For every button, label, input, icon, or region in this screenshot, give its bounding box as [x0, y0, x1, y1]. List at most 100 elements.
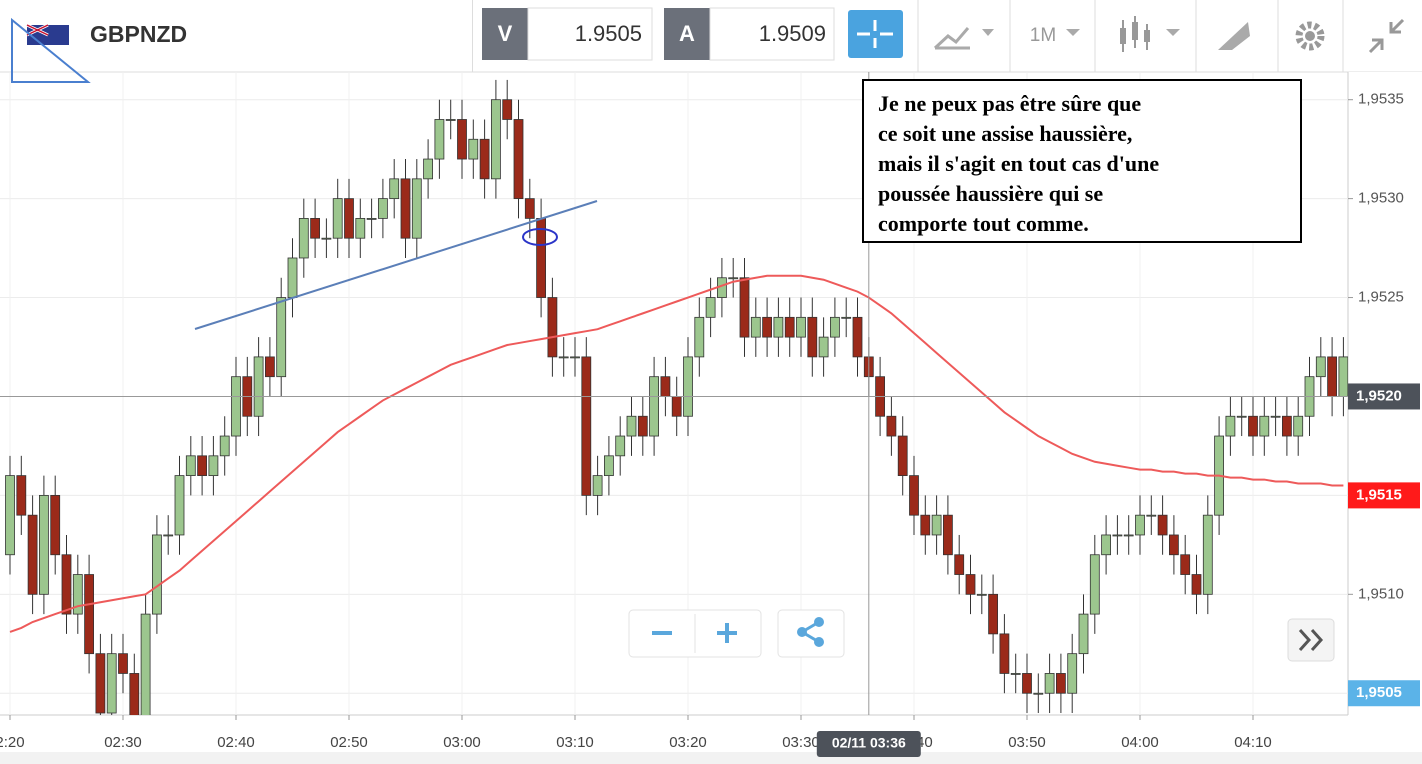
candle-body	[931, 514, 942, 536]
candle-body	[1123, 534, 1134, 537]
candle-body	[705, 297, 716, 318]
candle-body	[762, 316, 772, 338]
candle-body	[897, 435, 908, 477]
separators	[917, 0, 1344, 72]
candle-body	[1033, 692, 1044, 695]
indicator-icon[interactable]	[933, 27, 970, 50]
candle-body	[61, 554, 72, 615]
candle-body	[27, 514, 38, 595]
fullscreen-icon[interactable]	[1368, 18, 1405, 54]
candle-body	[219, 435, 230, 457]
candle-body	[1112, 534, 1123, 537]
overlay: 1,9505 1,9510 1,9515 1,9520 1,9525 1,9530 1,95…	[0, 72, 1420, 757]
candle-body	[807, 316, 818, 358]
candle-body	[570, 356, 580, 359]
candle-body	[558, 356, 569, 359]
crosshair-price-box	[1348, 383, 1420, 410]
price-tag-box	[1348, 482, 1420, 509]
share-box	[777, 609, 845, 658]
candle-body	[1248, 415, 1258, 437]
candle-body	[16, 475, 27, 516]
candle-body	[264, 356, 275, 378]
candle-body	[208, 455, 219, 477]
price-tag-label: 1,9515	[1356, 486, 1402, 503]
settings-icon[interactable]	[1295, 21, 1325, 51]
candle-body	[965, 574, 976, 595]
candle-body	[151, 534, 162, 615]
annotation-line: poussée haussière qui se	[878, 181, 1104, 206]
candle-body	[852, 316, 863, 358]
candle-body	[423, 158, 434, 180]
candle-body	[276, 297, 287, 378]
candle-body	[728, 277, 739, 280]
candle-body	[954, 554, 965, 575]
y-tick-label: 1,9535	[1358, 91, 1404, 108]
candle-body	[163, 534, 174, 537]
bid-button[interactable]	[482, 8, 528, 60]
candle-body	[129, 673, 140, 715]
zoom-in[interactable]	[717, 623, 737, 643]
x-tick-label: 03:30	[782, 734, 820, 751]
scroll-right[interactable]	[1298, 628, 1324, 652]
candle-body	[694, 316, 705, 358]
dropdown-arrow	[1066, 29, 1080, 36]
candle-body	[886, 415, 897, 437]
draw-icon[interactable]	[1218, 22, 1250, 50]
ask-label: A	[679, 21, 695, 46]
candle-body	[604, 455, 614, 477]
candle-body	[1327, 356, 1337, 397]
candle-body	[1078, 613, 1089, 655]
ask-button[interactable]	[664, 8, 710, 60]
flag-icon	[26, 23, 69, 45]
candle-body	[1236, 415, 1247, 418]
price-tag-label: 1,9505	[1356, 684, 1402, 701]
annotation-line: mais il s'agit en tout cas d'une	[878, 151, 1160, 176]
x-tick-label: 03:10	[556, 734, 594, 751]
candle-body	[513, 119, 524, 200]
candle-body	[999, 633, 1010, 674]
candle-body	[366, 218, 377, 220]
ask-price: 1.9509	[759, 21, 826, 46]
annotation: Je ne peux pas être sûre que ce soit une…	[862, 79, 1302, 243]
candle-body	[457, 119, 467, 160]
candle-body	[1067, 653, 1078, 694]
candle-body	[434, 119, 445, 160]
candle-body	[1169, 534, 1179, 556]
candle-body	[660, 376, 671, 397]
x-tick-label: 03:00	[443, 734, 481, 751]
candle-body	[943, 514, 953, 556]
candle-body	[1044, 673, 1055, 694]
candle-body	[976, 593, 987, 596]
candle-body	[1146, 514, 1157, 517]
crosshair-price-label: 1,9520	[1356, 387, 1402, 404]
timeframe[interactable]: 1M	[1030, 25, 1056, 46]
candle-body	[1056, 673, 1066, 694]
candle-body	[502, 99, 513, 120]
zoom-controls	[628, 609, 1335, 662]
bid-field	[527, 7, 653, 61]
candle-body	[683, 356, 693, 417]
price-tag-box	[1348, 680, 1420, 707]
candle-body	[197, 455, 208, 477]
crosshair-button[interactable]	[848, 10, 903, 58]
candle-body	[784, 316, 795, 338]
candle-body	[479, 138, 490, 180]
candle-body	[739, 277, 750, 338]
candle-body	[615, 435, 626, 457]
annotation-line: Je ne peux pas être sûre que	[878, 91, 1142, 116]
candle-body	[39, 494, 49, 595]
candle-body	[321, 237, 332, 240]
candle-body	[1022, 673, 1032, 694]
candle-body	[490, 99, 501, 180]
candle-body	[547, 297, 558, 358]
candle-body	[920, 514, 931, 536]
share-icon[interactable]	[797, 617, 824, 647]
candle-icon[interactable]	[1120, 16, 1150, 52]
dropdown-arrow	[982, 29, 994, 36]
annotation-line: ce soit une assise haussière,	[878, 121, 1133, 146]
candle-body	[253, 356, 264, 417]
candle-body	[1259, 415, 1270, 437]
candle-body	[344, 198, 354, 239]
y-tick-label: 1,9525	[1358, 289, 1404, 306]
